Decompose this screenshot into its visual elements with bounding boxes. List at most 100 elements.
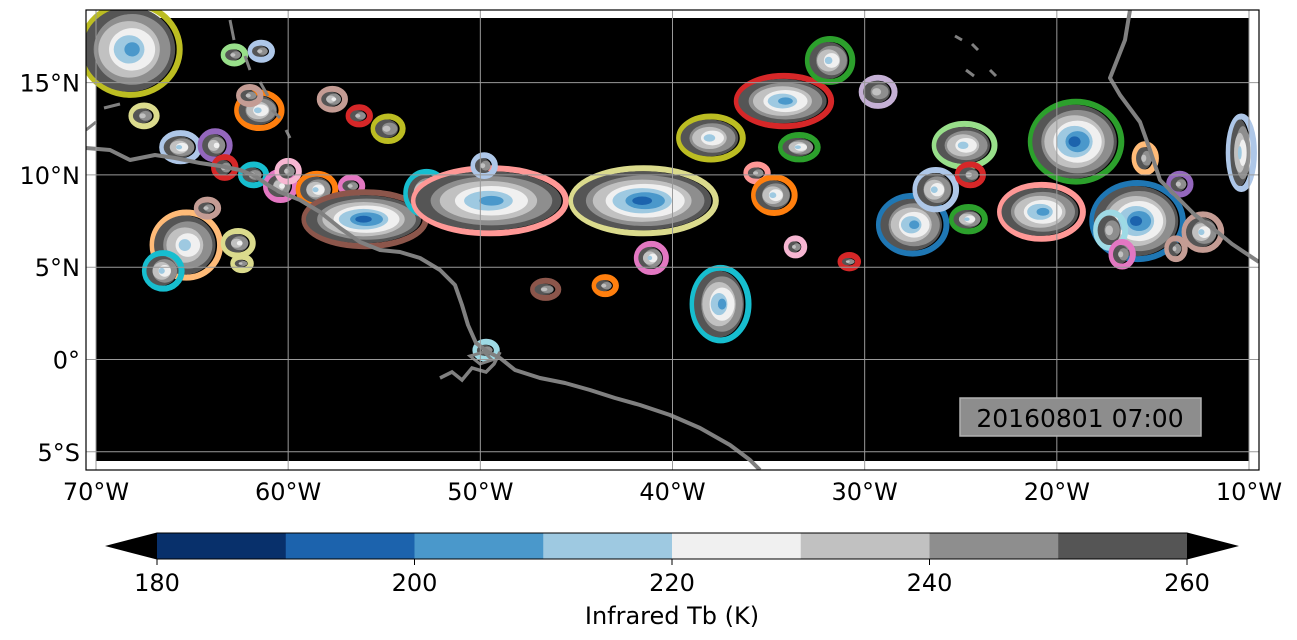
latitude-tick-label: 5°S <box>37 439 80 467</box>
cloud-cluster <box>997 181 1086 242</box>
cloud-outline <box>1027 98 1125 185</box>
cloud-band <box>347 184 353 188</box>
cloud-outline <box>1181 211 1225 253</box>
longitude-ticks: 70°W 60°W 50°W 40°W 30°W 20°W 10°W <box>63 478 1282 506</box>
cloud-band <box>480 160 491 171</box>
cloud-band <box>178 239 191 251</box>
latitude-tick-label: 0° <box>53 346 80 374</box>
cloud-cluster <box>1225 113 1257 192</box>
cloud-band <box>752 171 759 175</box>
cloud-band <box>957 141 969 150</box>
cloud-band <box>207 139 220 151</box>
cloud-outline <box>733 72 835 130</box>
cloud-cluster <box>345 104 373 128</box>
longitude-tick-label: 60°W <box>255 478 321 506</box>
cloud-outline <box>875 192 950 257</box>
cloud-outline <box>676 113 746 163</box>
cloud-cluster <box>783 235 808 259</box>
cloud-outline <box>804 35 856 85</box>
cloud-cluster <box>1131 141 1159 176</box>
cloud-cluster <box>804 35 856 85</box>
cloud-outline <box>316 85 348 113</box>
cloud-cluster <box>86 10 183 98</box>
cloud-band <box>175 144 183 150</box>
cloud-cluster <box>912 167 960 213</box>
cloud-band <box>279 183 285 189</box>
cloud-band <box>230 51 241 59</box>
cloud-band <box>909 220 920 230</box>
cloud-outline <box>530 277 562 301</box>
cloud-outline <box>837 251 862 272</box>
cloud-outline <box>751 174 798 216</box>
south-america-coastline <box>86 146 762 470</box>
cloud-outline <box>689 264 752 344</box>
colorbar-tick-label: 200 <box>392 569 438 597</box>
cloud-band <box>647 255 653 261</box>
cloud-cluster <box>370 113 406 144</box>
cloud-outline <box>948 203 988 235</box>
cloud-band <box>845 260 850 263</box>
cloud-outline <box>633 240 669 276</box>
cloud-outline <box>149 209 224 281</box>
cloud-band <box>793 243 801 251</box>
cloud-outline <box>1164 235 1188 263</box>
cloud-band <box>794 145 801 150</box>
cloud-cluster <box>931 120 998 170</box>
cloud-band <box>1173 243 1182 254</box>
cloud-clusters-layer <box>86 10 1257 362</box>
cloud-band <box>1141 154 1147 162</box>
cloud-band <box>1036 207 1050 216</box>
cloud-band <box>355 112 366 120</box>
colorbar-bin <box>543 533 673 559</box>
cloud-outline <box>470 152 498 180</box>
cloud-outline <box>345 104 373 128</box>
cloud-outline <box>912 167 960 213</box>
colorbar-bin <box>414 533 544 559</box>
cloud-cluster <box>1166 170 1194 198</box>
map-axes-frame <box>85 9 1260 471</box>
latitude-tick-label: 5°N <box>35 254 80 282</box>
cloud-cluster <box>858 74 898 109</box>
cloud-band <box>284 166 295 177</box>
cloud-band <box>203 204 215 212</box>
colorbar-tick-label: 260 <box>1164 569 1210 597</box>
colorbar-tick-label: 180 <box>134 569 180 597</box>
cloud-band <box>1237 146 1242 160</box>
cloud-band <box>930 186 938 193</box>
cloud-band <box>872 88 882 96</box>
africa-coastline <box>1108 10 1259 264</box>
cloud-band <box>236 240 243 246</box>
cloud-band <box>253 107 262 114</box>
cloud-band <box>238 262 243 265</box>
cloud-outline <box>591 274 619 298</box>
cloud-band <box>213 142 220 149</box>
cloud-outline <box>86 10 183 98</box>
cloud-cluster <box>530 277 562 301</box>
colorbar-title: Infrared Tb (K) <box>585 602 759 630</box>
cloud-band <box>239 261 248 266</box>
colorbar: 180 200 220 240 260 <box>105 532 1239 597</box>
cloud-band <box>1198 229 1205 236</box>
cloud-cluster <box>777 131 821 163</box>
cloud-band <box>312 187 319 193</box>
cloud-band <box>824 56 833 65</box>
cloud-band <box>382 125 391 132</box>
cloud-cluster <box>733 72 835 130</box>
cloud-band <box>769 192 777 199</box>
longitude-tick-label: 10°W <box>1216 478 1282 506</box>
longitude-tick-label: 50°W <box>447 478 513 506</box>
longitude-tick-label: 20°W <box>1024 478 1090 506</box>
cloud-band <box>540 287 548 292</box>
longitude-tick-label: 40°W <box>639 478 705 506</box>
cloud-cluster <box>751 174 798 216</box>
cloud-band <box>632 196 653 205</box>
longitude-tick-label: 30°W <box>832 478 898 506</box>
timestamp-label: 20160801 07:00 <box>976 404 1183 433</box>
timestamp-box <box>959 397 1202 437</box>
cloud-outline <box>128 102 160 130</box>
cloud-band <box>601 283 607 288</box>
cloud-band <box>257 47 268 55</box>
cloud-outline <box>1131 141 1159 176</box>
gridlines-layer <box>86 10 1259 470</box>
cloud-band <box>203 206 209 210</box>
